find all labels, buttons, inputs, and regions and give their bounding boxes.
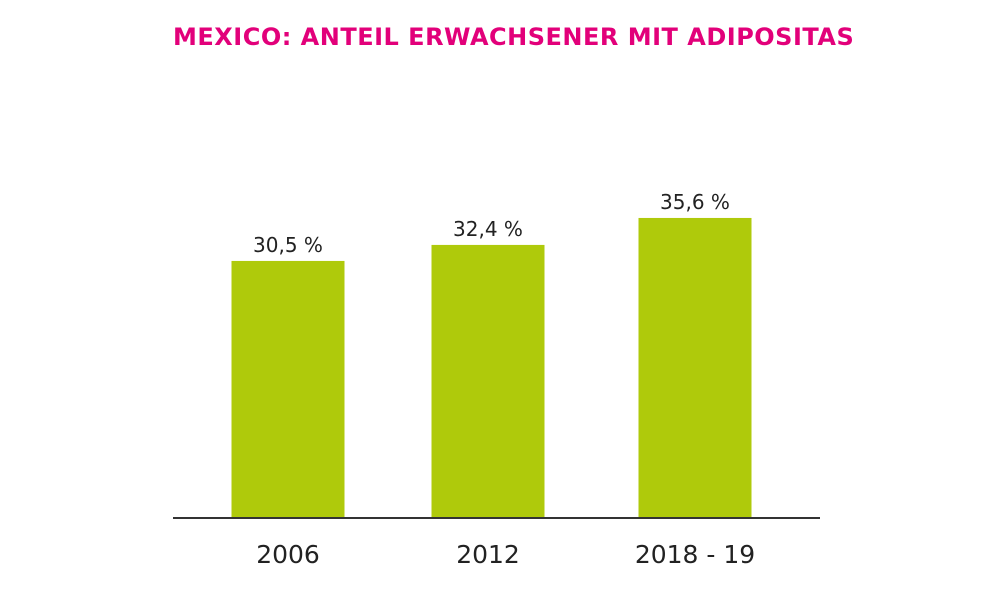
x-tick-labels-layer: 2006 2012 2018 - 19 [256, 540, 755, 569]
x-tick-label: 2018 - 19 [635, 540, 755, 569]
value-labels-layer: 30,5 % 32,4 % 35,6 % [253, 190, 730, 257]
bar-2006 [231, 260, 345, 518]
bar-2012 [431, 244, 545, 518]
chart-title: MEXICO: ANTEIL ERWACHSENER MIT ADIPOSITA… [173, 23, 855, 51]
bars-layer [231, 217, 752, 518]
bar-2018-19 [638, 217, 752, 518]
x-tick-label: 2006 [256, 540, 320, 569]
x-tick-label: 2012 [456, 540, 520, 569]
value-label: 32,4 % [453, 217, 523, 241]
value-label: 30,5 % [253, 233, 323, 257]
value-label: 35,6 % [660, 190, 730, 214]
